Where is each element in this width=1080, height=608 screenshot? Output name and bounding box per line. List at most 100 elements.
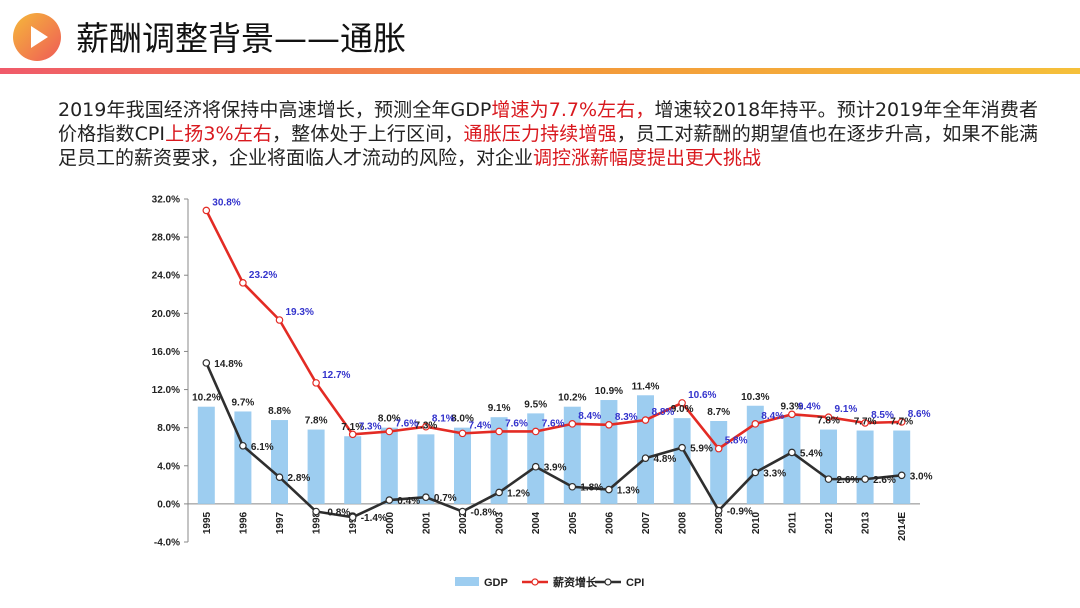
x-tick-label: 2010: [751, 511, 762, 534]
salary-data-label: 8.8%: [652, 407, 675, 418]
x-tick-label: 2014E: [897, 512, 908, 541]
legend-gdp-label: GDP: [484, 577, 508, 589]
salary-data-label: 8.6%: [908, 409, 931, 420]
y-tick-label: 32.0%: [152, 195, 180, 206]
cpi-data-label: 6.1%: [251, 442, 274, 453]
legend-gdp-swatch: [455, 577, 479, 586]
gdp-bar: [307, 429, 325, 504]
salary-data-label: 23.2%: [249, 270, 277, 281]
salary-line-point: [239, 279, 247, 287]
salary-line-point: [714, 444, 723, 453]
salary-data-label: 8.5%: [871, 410, 894, 421]
gdp-bar: [673, 418, 691, 504]
gdp-data-label: 7.1%: [341, 422, 364, 433]
salary-line: [205, 209, 902, 450]
salary-line-point: [385, 427, 394, 436]
cpi-line-point: [239, 441, 247, 450]
legend-cpi-marker: [604, 578, 612, 586]
cpi-line-point: [861, 475, 869, 483]
salary-line-point: [275, 316, 284, 324]
x-tick-label: 1997: [275, 511, 286, 534]
salary-data-label: 8.4%: [761, 411, 784, 422]
legend-cpi-label: CPI: [626, 577, 644, 589]
intro-highlight: 调控涨薪幅度提出更大挑战: [533, 147, 762, 169]
cpi-data-label: -0.8%: [324, 508, 350, 519]
salary-line-point: [861, 419, 869, 427]
salary-data-label: 10.6%: [688, 390, 716, 401]
intro-highlight: 上扬3%左右: [164, 123, 273, 145]
intro-text: ，员工对薪酬的期望值也在逐步升高，如果不能满足员工的薪资要求，企业将面临人才流动…: [58, 123, 1038, 169]
salary-line-point: [897, 418, 906, 426]
cpi-line-point: [788, 448, 796, 457]
salary-data-label: 8.3%: [615, 412, 638, 423]
salary-line-point: [788, 410, 796, 419]
x-tick-label: 2012: [824, 511, 835, 534]
salary-data-label: 8.1%: [432, 414, 455, 425]
cpi-line-point: [531, 462, 540, 471]
cpi-line-point: [897, 471, 906, 480]
x-tick-label: 2009: [714, 511, 725, 534]
gdp-data-label: 7.7%: [854, 417, 877, 428]
salary-line-point: [605, 421, 613, 429]
intro-highlight: 增速为7.7%左右，: [491, 99, 655, 121]
cpi-data-label: 14.8%: [214, 359, 242, 370]
gdp-data-label: 7.3%: [415, 420, 438, 431]
salary-data-label: 5.8%: [725, 436, 748, 447]
legend-salary-label: 薪资增长: [553, 575, 598, 589]
gdp-bar: [454, 427, 471, 504]
cpi-data-label: -1.4%: [361, 513, 387, 524]
cpi-data-label: 5.9%: [690, 444, 713, 455]
x-tick-label: 2001: [421, 511, 432, 534]
x-tick-label: 2005: [568, 511, 579, 534]
cpi-data-label: 0.4%: [397, 496, 420, 507]
cpi-data-label: 4.8%: [654, 454, 677, 465]
cpi-line-point: [824, 475, 833, 483]
salary-data-label: 7.3%: [359, 421, 382, 432]
cpi-data-label: -0.9%: [727, 507, 753, 518]
gdp-bar: [600, 400, 618, 504]
gdp-bar: [820, 429, 837, 504]
cpi-line-point: [202, 359, 211, 367]
y-tick-label: 12.0%: [152, 385, 180, 396]
gdp-bar: [380, 427, 398, 504]
salary-line-point: [568, 420, 577, 428]
salary-line-point: [824, 413, 833, 421]
gdp-data-label: 7.7%: [890, 417, 913, 428]
x-tick-label: 2011: [787, 511, 798, 533]
x-tick-label: 2004: [531, 511, 542, 534]
gdp-bar: [637, 395, 654, 504]
gdp-bar: [234, 411, 252, 504]
gdp-bar: [783, 415, 801, 504]
gdp-bar: [197, 406, 215, 504]
salary-line-point: [641, 416, 650, 424]
gdp-data-label: 9.0%: [671, 404, 694, 415]
salary-data-label: 12.7%: [322, 370, 350, 381]
salary-line-point: [531, 427, 540, 436]
inflation-chart: -4.0% 0.0% 4.0% 8.0% 12.0% 16.0% 20.0% 24.0% 28.…: [152, 195, 933, 590]
x-tick-label: 2008: [678, 511, 689, 534]
intro-text: 2019年我国经济将保持中高速增长，预测全年GDP: [58, 99, 492, 121]
intro-text: 增速较2018年持平。预计2019年全年消费者价格指数CPI: [58, 99, 1038, 145]
x-tick-label: 1998: [312, 511, 323, 534]
salary-line-point: [422, 422, 430, 431]
y-tick-label: 28.0%: [152, 233, 180, 244]
salary-data-label: 7.4%: [469, 420, 492, 431]
x-tick-label: 1995: [202, 511, 213, 534]
gdp-data-label: 8.8%: [268, 406, 291, 417]
intro-text: ，整体处于上行区间，: [272, 123, 464, 145]
salary-line-point: [348, 430, 357, 439]
gdp-data-label: 10.9%: [595, 386, 623, 397]
cpi-line-point: [458, 507, 467, 516]
gdp-data-label: 9.3%: [781, 401, 804, 412]
x-tick-label: 2002: [458, 511, 469, 534]
gdp-data-label: 7.8%: [817, 416, 840, 427]
gdp-data-label: 10.2%: [558, 393, 586, 404]
gdp-data-label: 10.3%: [741, 392, 769, 403]
gdp-data-label: 8.7%: [707, 407, 730, 418]
x-tick-label: 2006: [604, 511, 615, 534]
cpi-data-label: 5.4%: [800, 448, 823, 459]
cpi-line-point: [348, 513, 357, 522]
cpi-data-label: 3.9%: [544, 463, 567, 474]
gdp-bar: [710, 420, 728, 504]
gdp-data-label: 9.5%: [524, 399, 547, 410]
